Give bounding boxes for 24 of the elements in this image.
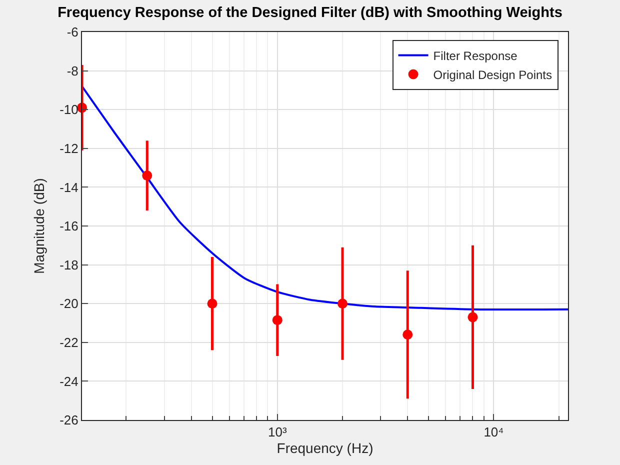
point [142, 170, 152, 181]
point [402, 330, 413, 340]
point [338, 298, 348, 309]
y-tick-label: -16 [60, 218, 78, 234]
y-tick-label: -26 [60, 412, 78, 428]
y-axis-title: Magnitude (dB) [31, 178, 47, 274]
chart-title: Frequency Response of the Designed Filter (dB) with Smoothing Weights [58, 5, 562, 22]
legend-label: Original Design Points [433, 68, 552, 82]
y-tick-label: -22 [60, 334, 78, 350]
y-tick-label: -12 [60, 140, 78, 156]
y-tick-label: -14 [60, 180, 78, 195]
legend-label: Filter Response [433, 48, 518, 63]
point [468, 312, 478, 322]
x-tick-label: 10³ [268, 424, 288, 440]
y-tick-label: -18 [60, 257, 78, 272]
point [207, 298, 218, 309]
y-tick-label: -8 [66, 63, 78, 78]
x-tick-label: 10⁴ [484, 424, 504, 440]
point [272, 315, 282, 326]
x-axis-title: Frequency (Hz) [276, 440, 374, 456]
y-tick-label: -10 [60, 102, 78, 118]
y-tick-label: -20 [60, 296, 78, 312]
y-tick-label: -6 [66, 24, 78, 40]
y-tick-label: -24 [60, 374, 78, 389]
